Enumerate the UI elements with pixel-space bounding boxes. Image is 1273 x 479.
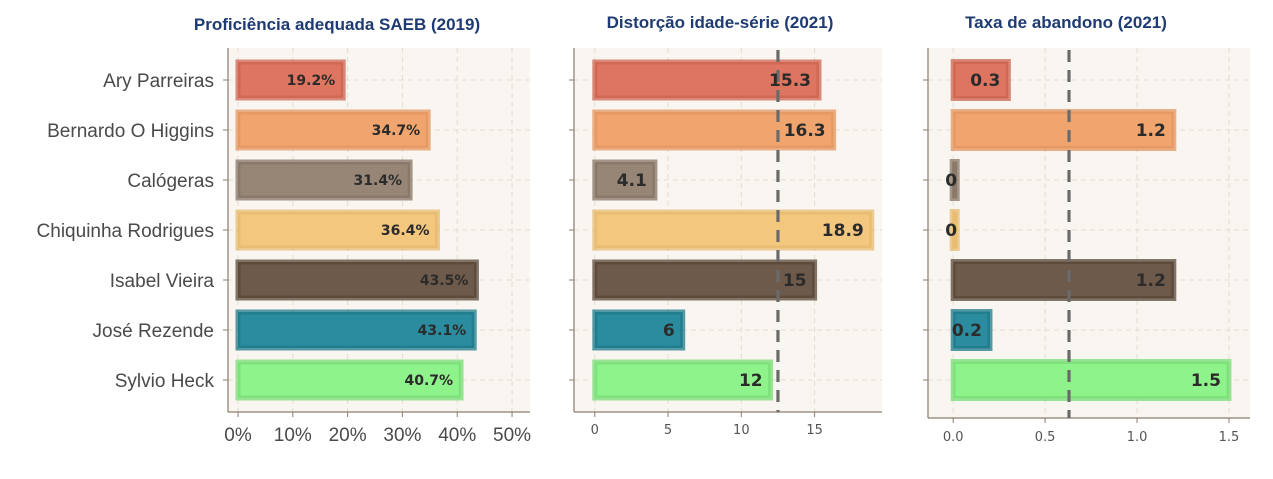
bar — [949, 209, 960, 251]
bar — [592, 359, 774, 401]
x-tick-label: 10 — [733, 423, 750, 438]
category-label: Sylvio Heck — [115, 371, 215, 392]
bar — [235, 359, 464, 401]
category-label: José Rezende — [93, 321, 214, 342]
bar-value-label: 43.5% — [420, 273, 469, 289]
bar — [592, 159, 658, 201]
chart-title: Proficiência adequada SAEB (2019) — [194, 15, 480, 34]
x-tick-label: 1.0 — [1127, 430, 1148, 445]
category-label: Isabel Vieira — [110, 271, 215, 292]
x-tick-label: 40% — [438, 425, 476, 446]
bar-value-label: 6 — [663, 321, 675, 341]
bar — [592, 109, 837, 151]
category-label: Bernardo O Higgins — [47, 121, 214, 142]
bar — [950, 309, 993, 351]
bar — [949, 159, 960, 201]
x-tick-label: 20% — [329, 425, 367, 446]
x-tick-label: 50% — [493, 425, 531, 446]
bar-value-label: 43.1% — [418, 323, 467, 339]
category-label: Ary Parreiras — [103, 71, 214, 92]
bar-value-label: 34.7% — [372, 123, 421, 139]
bar — [950, 359, 1232, 401]
chart-title: Taxa de abandono (2021) — [965, 13, 1167, 32]
chart-title: Distorção idade-série (2021) — [607, 13, 834, 32]
bar — [235, 309, 477, 351]
x-tick-label: 1.5 — [1219, 430, 1240, 445]
category-label: Calógeras — [127, 171, 214, 192]
x-tick-label: 0.0 — [943, 430, 964, 445]
bar-value-label: 0 — [945, 171, 957, 191]
bar-value-label: 0.3 — [970, 71, 1000, 91]
bar-value-label: 0 — [945, 221, 957, 241]
x-tick-label: 15 — [806, 423, 823, 438]
x-tick-label: 0% — [224, 425, 252, 446]
bar-value-label: 40.7% — [404, 373, 453, 389]
bar-value-label: 18.9 — [822, 221, 864, 241]
panel-abandono: 0.3 1.2 0 0 1.2 0.2 1.5 0.0 0.5 1.0 1.5 Taxa de aba… — [923, 13, 1250, 445]
bar-value-label: 1.2 — [1136, 271, 1166, 291]
bar-value-label: 0.2 — [952, 321, 982, 341]
bar-value-label: 15 — [783, 271, 807, 291]
bar — [592, 209, 875, 251]
x-tick-label: 5 — [664, 423, 672, 438]
bar — [950, 59, 1011, 101]
bar — [592, 309, 686, 351]
bar-value-label: 15.3 — [769, 71, 811, 91]
bar — [592, 259, 818, 301]
x-tick-label: 30% — [383, 425, 421, 446]
x-tick-label: 10% — [274, 425, 312, 446]
bar-value-label: 16.3 — [784, 121, 826, 141]
bar — [592, 59, 822, 101]
panel-proficiencia: 19.2% 34.7% 31.4% 36.4% 43.5% 43.1% 40.7% Ary P… — [37, 15, 532, 446]
bar — [235, 59, 346, 101]
bar-value-label: 36.4% — [381, 223, 430, 239]
x-tick-label: 0 — [591, 423, 599, 438]
bar — [235, 159, 413, 201]
bar-value-label: 19.2% — [287, 73, 336, 89]
bar — [235, 109, 431, 151]
x-tick-label: 0.5 — [1035, 430, 1056, 445]
category-label: Chiquinha Rodrigues — [37, 221, 214, 242]
bar-value-label: 4.1 — [617, 171, 647, 191]
bar — [950, 109, 1177, 151]
bar-value-label: 12 — [739, 371, 763, 391]
bar — [235, 209, 440, 251]
bar — [235, 259, 479, 301]
bar-value-label: 31.4% — [354, 173, 403, 189]
bar — [950, 259, 1177, 301]
panel-distorcao: 15.3 16.3 4.1 18.9 15 6 12 0 5 10 15 Distorção idad… — [569, 13, 882, 438]
bar-value-label: 1.5 — [1191, 371, 1221, 391]
bar-value-label: 1.2 — [1136, 121, 1166, 141]
